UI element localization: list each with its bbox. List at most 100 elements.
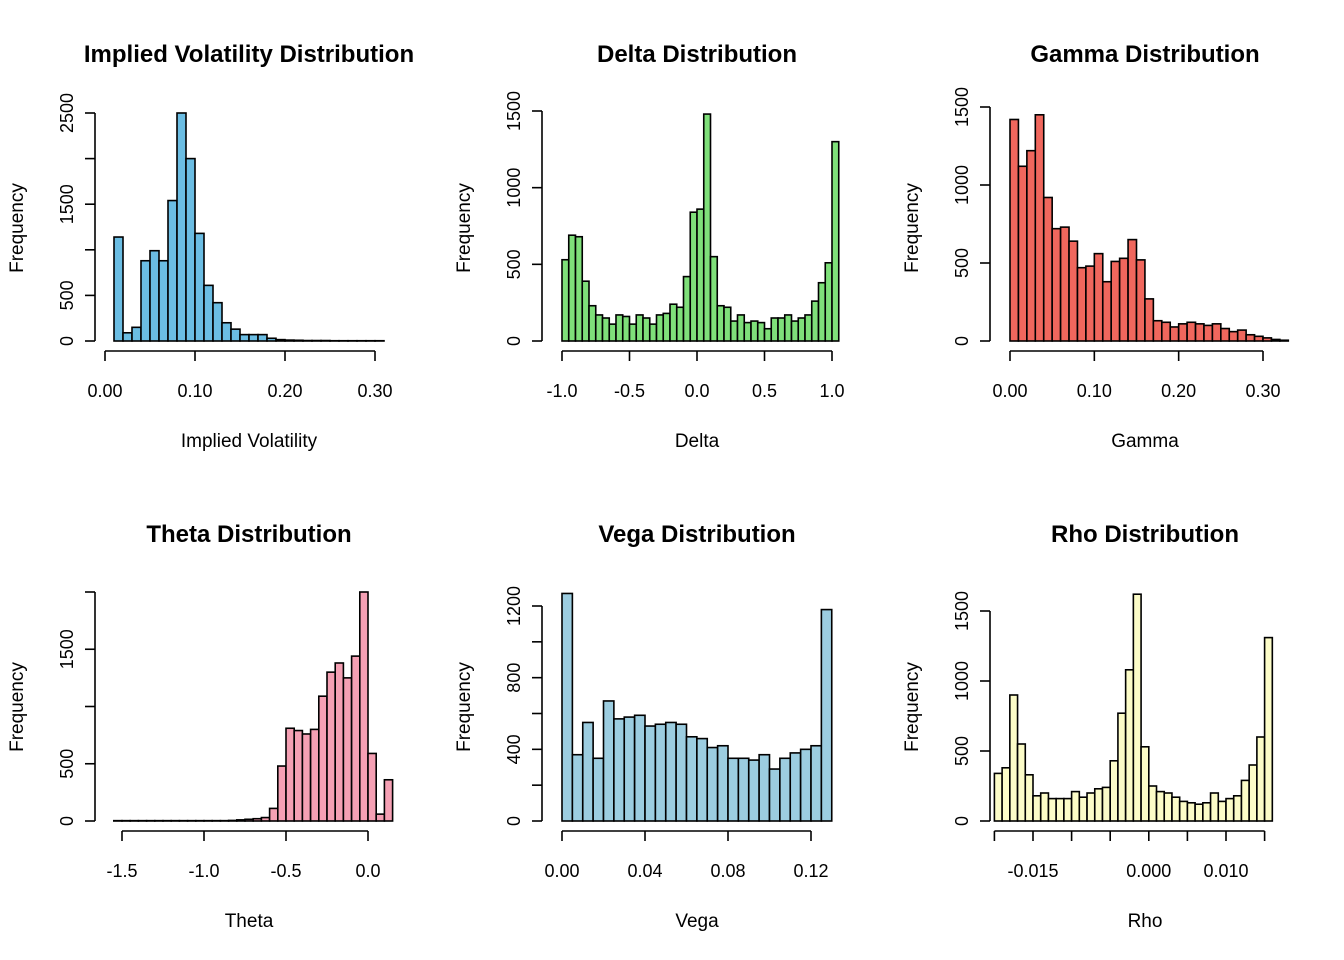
histogram-bar bbox=[266, 337, 277, 342]
chart-title: Theta Distribution bbox=[146, 521, 351, 548]
histogram-bar bbox=[716, 304, 725, 342]
histogram-bar bbox=[820, 608, 833, 822]
x-tick-label: 0.30 bbox=[357, 381, 392, 401]
x-axis-label: Implied Volatility bbox=[181, 431, 318, 452]
histogram-bar bbox=[588, 304, 597, 342]
x-tick-label: 0.00 bbox=[87, 381, 122, 401]
histogram-bar bbox=[696, 208, 705, 342]
x-tick-label: 0.010 bbox=[1203, 861, 1248, 881]
histogram-bar bbox=[113, 236, 124, 342]
histogram-bar bbox=[167, 199, 178, 342]
histogram-bar bbox=[1225, 797, 1235, 822]
histogram-bar bbox=[1118, 257, 1129, 342]
x-tick-label: 0.20 bbox=[1161, 381, 1196, 401]
histogram-bar bbox=[1034, 114, 1045, 342]
histogram-bar bbox=[230, 328, 241, 342]
y-axis-label: Frequency bbox=[902, 662, 923, 752]
histogram-bar bbox=[1085, 265, 1096, 342]
histogram-bar bbox=[1186, 321, 1197, 342]
histogram-bar bbox=[1152, 319, 1163, 342]
histogram-panel-6: Rho Distribution -0.015 0.000 0.010 Rho 0 500 1… bbox=[902, 521, 1274, 932]
x-axis-label: Delta bbox=[675, 431, 720, 452]
histogram-bar bbox=[1110, 260, 1121, 342]
histogram-bar bbox=[685, 735, 698, 822]
y-tick-label: 500 bbox=[952, 248, 972, 278]
histogram-bar bbox=[664, 721, 677, 822]
histogram-bar bbox=[621, 315, 631, 342]
histogram-bar bbox=[1055, 797, 1065, 822]
histogram-bar bbox=[1262, 337, 1273, 342]
x-axis-label: Rho bbox=[1128, 911, 1163, 932]
histogram-bar bbox=[675, 306, 685, 342]
histogram-bar bbox=[763, 327, 773, 342]
histogram-bar bbox=[1209, 792, 1220, 822]
histogram-bar bbox=[268, 807, 279, 822]
y-tick-label: 1500 bbox=[504, 91, 524, 131]
histogram-bar bbox=[149, 249, 160, 342]
x-tick-label: 0.08 bbox=[710, 861, 745, 881]
y-tick-label: 0 bbox=[57, 816, 77, 826]
histogram-bar bbox=[383, 778, 394, 822]
histogram-bar bbox=[770, 317, 779, 342]
histogram-panel-3: Gamma Distribution 0.00 0.10 0.20 0.30 Gamma 0… bbox=[902, 41, 1290, 452]
x-tick-label: 0.00 bbox=[544, 861, 579, 881]
histogram-bar bbox=[750, 320, 759, 342]
histogram-bar bbox=[824, 261, 833, 342]
y-tick-label: 1000 bbox=[952, 165, 972, 205]
x-tick-label: -0.015 bbox=[1007, 861, 1058, 881]
histogram-bar bbox=[783, 314, 793, 342]
histogram-bar bbox=[1039, 792, 1050, 822]
histogram-bar bbox=[1144, 298, 1155, 342]
histogram-bar bbox=[1270, 338, 1281, 342]
histogram-bar bbox=[176, 112, 187, 342]
x-tick-label: 0.5 bbox=[752, 381, 777, 401]
histogram-bar bbox=[608, 323, 617, 342]
histogram-bar bbox=[613, 718, 626, 822]
chart-title: Vega Distribution bbox=[598, 521, 795, 548]
histogram-bar bbox=[185, 157, 196, 342]
histogram-bar bbox=[1186, 801, 1196, 822]
y-tick-label: 800 bbox=[504, 663, 524, 693]
histogram-bar bbox=[293, 339, 304, 342]
y-tick-label: 500 bbox=[952, 736, 972, 766]
y-tick-label: 1500 bbox=[57, 629, 77, 669]
histogram-bar bbox=[1032, 794, 1042, 822]
histogram-bar bbox=[1202, 801, 1212, 822]
chart-title: Rho Distribution bbox=[1051, 521, 1239, 548]
histogram-bar bbox=[635, 314, 644, 342]
histogram-bar bbox=[594, 314, 604, 342]
histogram-bar bbox=[1127, 238, 1138, 342]
histogram-bar bbox=[571, 753, 584, 822]
histogram-bar bbox=[1051, 227, 1062, 342]
histogram-bar bbox=[257, 333, 268, 342]
histogram-bar bbox=[648, 323, 658, 342]
histogram-bar bbox=[790, 320, 800, 342]
histogram-bar bbox=[804, 314, 813, 342]
histogram-bar bbox=[1245, 333, 1256, 342]
histogram-bar bbox=[317, 695, 328, 822]
chart-title: Implied Volatility Distribution bbox=[84, 41, 414, 68]
histogram-bar bbox=[1093, 787, 1104, 822]
histogram-bar bbox=[1042, 196, 1053, 342]
histogram-bar bbox=[375, 813, 386, 822]
x-tick-label: 0.0 bbox=[355, 861, 380, 881]
histogram-bar bbox=[326, 671, 336, 822]
histogram-panel-1: Implied Volatility Distribution 0.00 0.10 0… bbox=[7, 41, 414, 452]
x-tick-label: 0.12 bbox=[793, 861, 828, 881]
histogram-bar bbox=[675, 723, 688, 822]
y-axis-label: Frequency bbox=[7, 183, 28, 273]
histogram-bar bbox=[727, 757, 740, 822]
histogram-bar bbox=[342, 677, 353, 822]
histogram-bar bbox=[789, 752, 802, 822]
histogram-bar bbox=[1117, 712, 1127, 822]
histogram-bar bbox=[1016, 743, 1027, 822]
histogram-bar bbox=[623, 716, 636, 822]
x-tick-label: -1.0 bbox=[188, 861, 219, 881]
histogram-bar bbox=[1253, 335, 1264, 342]
y-tick-label: 1000 bbox=[504, 168, 524, 208]
histogram-bar bbox=[194, 232, 205, 342]
histogram-bar bbox=[723, 306, 732, 342]
histogram-bar bbox=[756, 321, 766, 342]
histogram-bar bbox=[644, 725, 657, 822]
histogram-bar bbox=[1232, 794, 1243, 822]
